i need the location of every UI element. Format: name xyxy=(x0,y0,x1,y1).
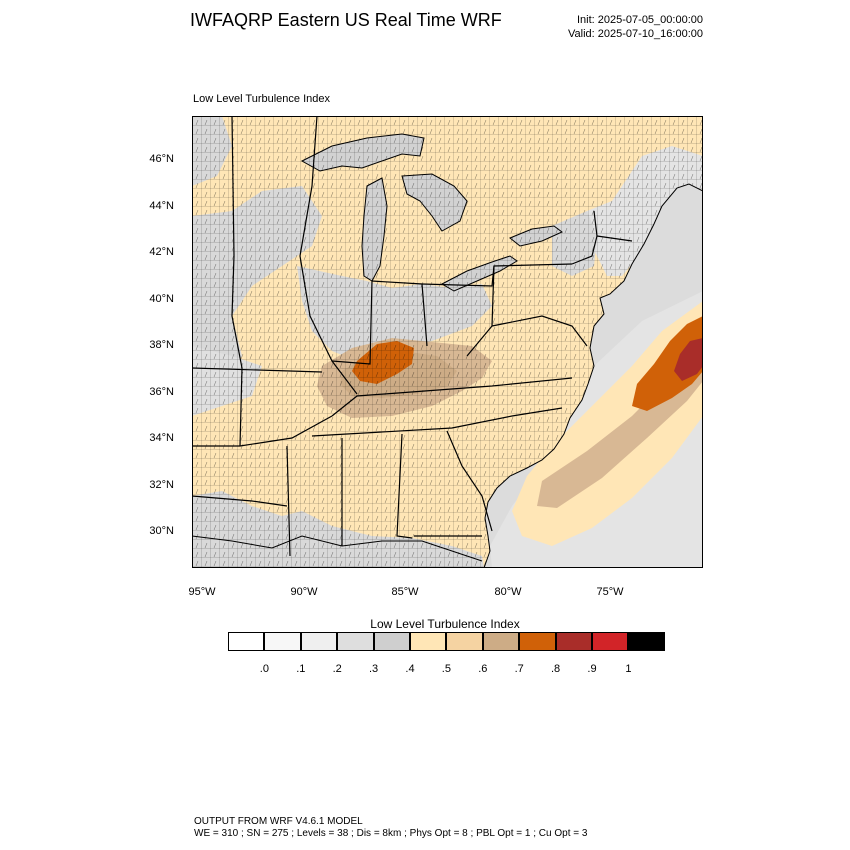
colorbar-tick-label: .5 xyxy=(441,663,451,675)
county-lines xyxy=(192,116,703,568)
colorbar-tick-label: .8 xyxy=(551,663,561,675)
latitude-label: 44°N xyxy=(149,199,174,212)
latitude-label: 34°N xyxy=(149,432,174,444)
colorbar-tick-label: .6 xyxy=(478,663,488,675)
panel-title: Low Level Turbulence Index xyxy=(193,93,330,105)
colorbar-tick-label: .9 xyxy=(587,663,597,675)
colorbar-swatch xyxy=(337,632,374,651)
footer-model-line: OUTPUT FROM WRF V4.6.1 MODEL xyxy=(194,816,363,827)
colorbar-swatch xyxy=(482,632,520,651)
map-panel xyxy=(192,116,703,568)
latitude-label: 46°N xyxy=(149,153,174,165)
init-time: Init: 2025-07-05_00:00:00 xyxy=(577,14,703,26)
latitude-label: 42°N xyxy=(149,246,174,258)
init-valid-times: Init: 2025-07-05_00:00:00 Valid: 2025-07… xyxy=(568,13,703,41)
longitude-label: 90°W xyxy=(290,586,318,598)
gulf-coastline xyxy=(192,535,483,562)
longitude-label: 85°W xyxy=(391,586,419,598)
state-boundaries xyxy=(192,116,633,557)
colorbar-tick-label: .4 xyxy=(405,663,415,675)
colorbar-tick-label: .7 xyxy=(514,663,524,675)
valid-time: Valid: 2025-07-10_16:00:00 xyxy=(568,28,703,40)
colorbar-tick-label: .2 xyxy=(332,663,342,675)
latitude-label: 30°N xyxy=(149,525,174,537)
colorbar-swatch xyxy=(519,632,556,651)
colorbar-swatch xyxy=(373,632,410,651)
longitude-label: 80°W xyxy=(494,586,522,598)
main-title: IWFAQRP Eastern US Real Time WRF xyxy=(190,10,502,30)
footer-config-line: WE = 310 ; SN = 275 ; Levels = 38 ; Dis … xyxy=(194,828,588,839)
colorbar-swatch xyxy=(592,632,629,651)
colorbar-swatch xyxy=(300,632,338,651)
colorbar-swatch xyxy=(555,632,592,651)
longitude-label: 75°W xyxy=(596,586,624,598)
map-svg xyxy=(192,116,703,568)
offshore-red-core xyxy=(674,338,703,381)
colorbar-swatch xyxy=(264,632,301,651)
colorbar-tick-label: .1 xyxy=(296,663,306,675)
colorbar-tick-label: .3 xyxy=(369,663,379,675)
offshore-orange-plume xyxy=(632,316,703,411)
latitude-label: 32°N xyxy=(149,478,174,491)
colorbar-tick-label: .0 xyxy=(259,663,269,675)
longitude-label: 95°W xyxy=(188,586,216,598)
coastline xyxy=(483,183,703,568)
footer: OUTPUT FROM WRF V4.6.1 MODEL WE = 310 ; … xyxy=(194,816,587,840)
colorbar-swatch xyxy=(410,632,447,651)
latitude-label: 40°N xyxy=(149,292,174,305)
colorbar-swatch xyxy=(628,632,665,651)
latitude-label: 36°N xyxy=(149,385,174,398)
colorbar-swatch xyxy=(228,632,265,651)
colorbar-tick-label: 1 xyxy=(625,663,632,675)
colorbar-swatch xyxy=(446,632,483,651)
colorbar-title: Low Level Turbulence Index xyxy=(370,617,520,631)
latitude-label: 38°N xyxy=(149,339,174,351)
